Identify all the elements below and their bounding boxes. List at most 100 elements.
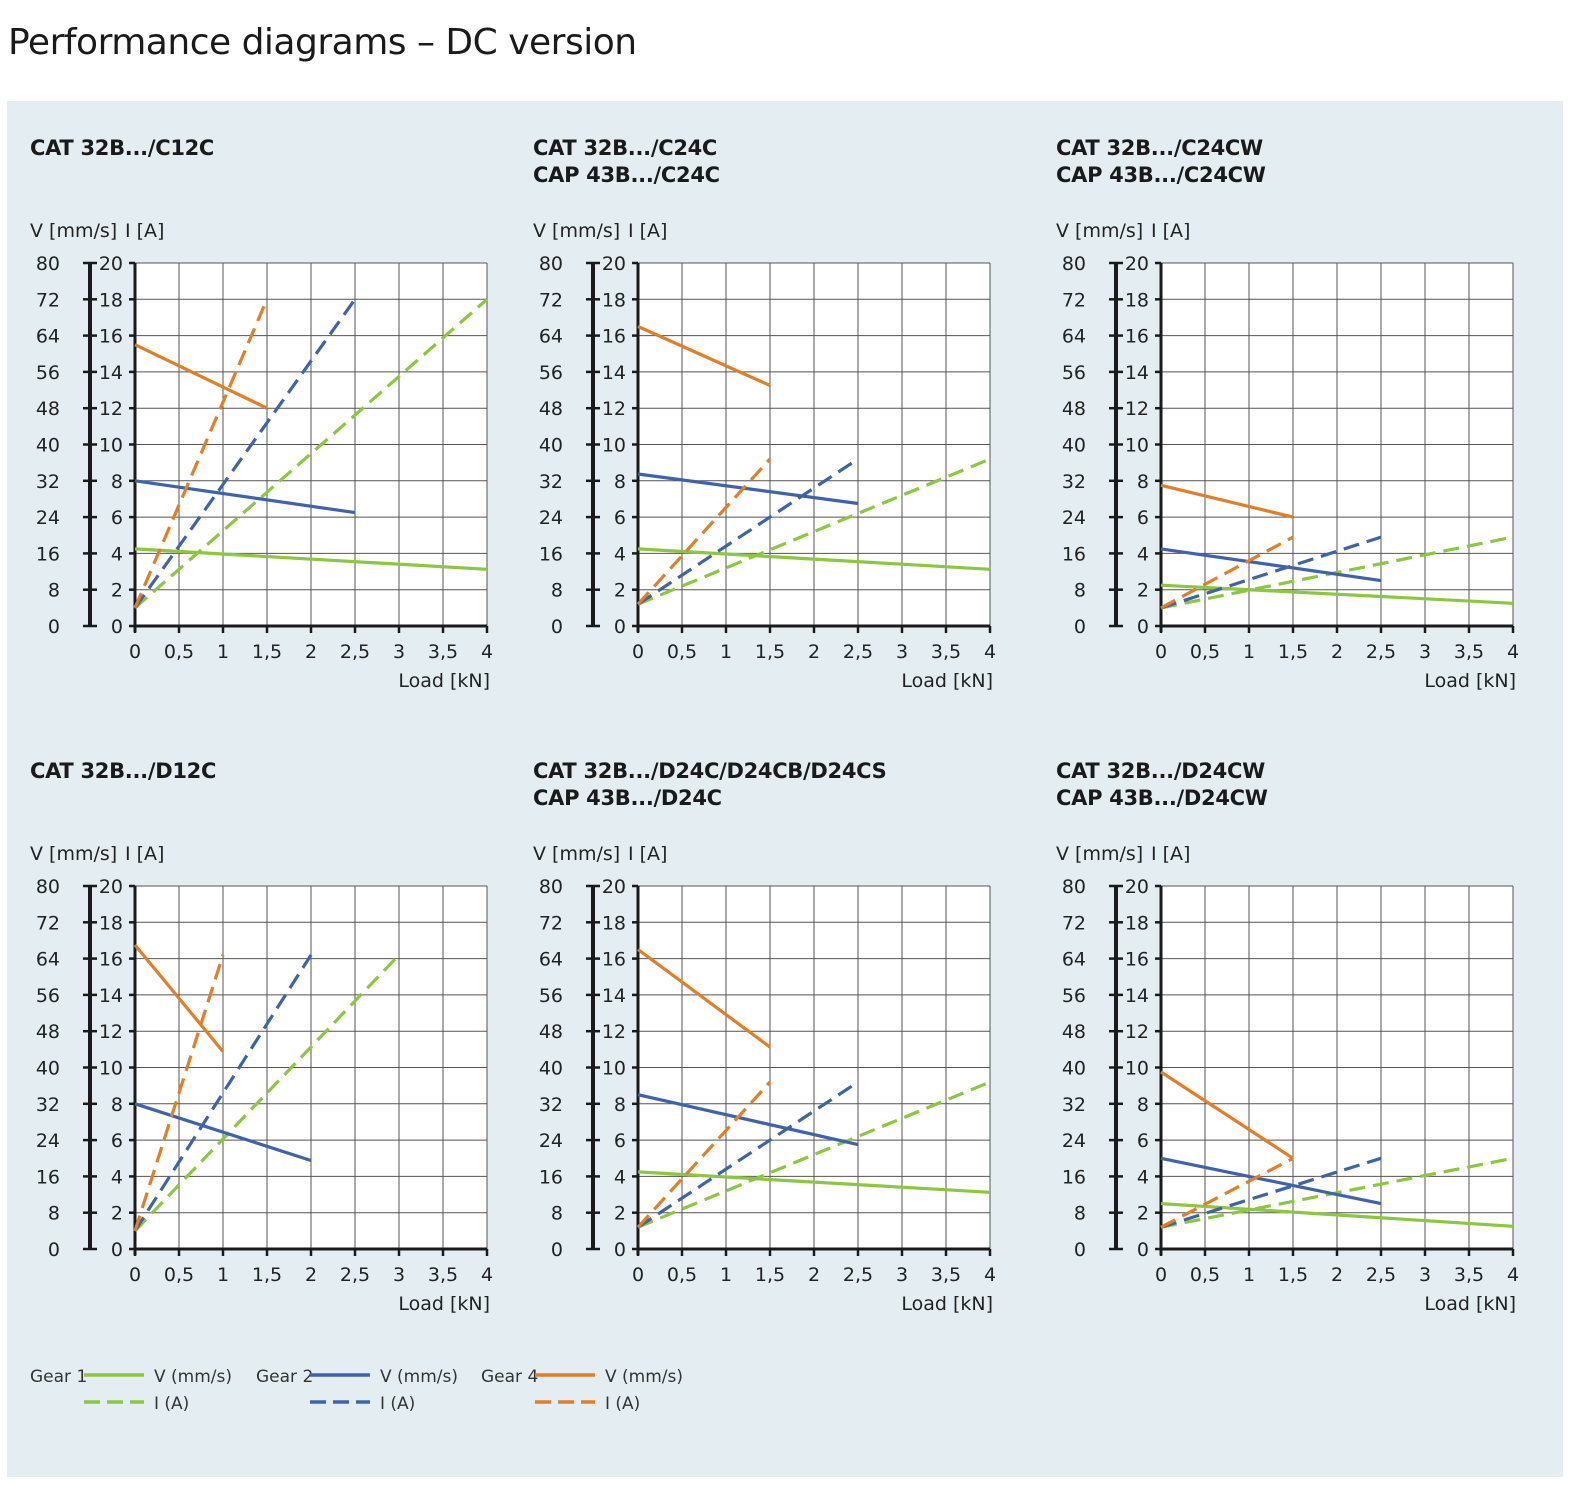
y-left-tick-label: 80 xyxy=(36,876,60,898)
y-left-tick-label: 16 xyxy=(1062,543,1086,565)
y-right-tick-label: 6 xyxy=(614,507,626,529)
x-tick-label: 3 xyxy=(1419,1264,1431,1286)
legend: Gear 1 V (mm/s) I (A) Gear 2 V (mm/s) I (A) Ge… xyxy=(30,1362,730,1422)
y-left-tick-label: 8 xyxy=(1074,580,1086,602)
x-axis-label: Load [kN] xyxy=(398,670,490,692)
series-line-gear2-speed xyxy=(637,1093,859,1147)
y-left-tick-label: 64 xyxy=(36,326,60,348)
x-tick-label: 4 xyxy=(1507,1264,1519,1286)
series-line-gear2-speed xyxy=(637,472,859,506)
y-right-axis-label: I [A] xyxy=(1151,220,1190,242)
x-axis-label: Load [kN] xyxy=(398,1293,490,1315)
y-right-tick-label: 2 xyxy=(1137,1203,1149,1225)
chart-c24cw: CAT 32B.../C24CW CAP 43B.../C24CW V [mm/s]… xyxy=(1056,125,1556,695)
y-right-tick-label: 6 xyxy=(111,507,123,529)
legend-i-label: I (A) xyxy=(605,1394,640,1414)
y-right-tick-label: 12 xyxy=(602,1021,626,1043)
y-right-axis-label: I [A] xyxy=(125,843,164,865)
y-left-tick-label: 0 xyxy=(1074,1239,1086,1261)
chart-title: CAT 32B.../D24CW xyxy=(1056,759,1265,783)
y-right-tick-label: 10 xyxy=(602,1058,626,1080)
y-left-tick-label: 56 xyxy=(36,362,60,384)
series-line-gear1-current xyxy=(1160,1156,1514,1229)
legend-v-label: V (mm/s) xyxy=(380,1367,458,1387)
chart-c24c: CAT 32B.../C24C CAP 43B.../C24C V [mm/s] I … xyxy=(533,125,1033,695)
y-right-tick-label: 10 xyxy=(99,435,123,457)
x-tick-label: 2 xyxy=(305,1264,317,1286)
series-line-gear1-current xyxy=(1160,535,1514,610)
x-tick-label: 1,5 xyxy=(252,1264,282,1286)
legend-gear-label: Gear 4 xyxy=(481,1367,538,1387)
y-right-tick-label: 18 xyxy=(99,912,123,934)
legend-svg: Gear 1 V (mm/s) I (A) Gear 2 V (mm/s) I (A) Ge… xyxy=(30,1367,683,1414)
y-right-tick-label: 2 xyxy=(614,1203,626,1225)
y-right-tick-label: 8 xyxy=(614,471,626,493)
y-left-tick-label: 72 xyxy=(1062,912,1086,934)
y-left-tick-label: 16 xyxy=(36,1166,60,1188)
series-line-gear1-current xyxy=(133,298,489,610)
y-right-tick-label: 20 xyxy=(602,253,626,275)
chart-d24cw: CAT 32B.../D24CW CAP 43B.../D24CW V [mm/s]… xyxy=(1056,748,1556,1318)
series-line-gear4-speed xyxy=(1160,483,1294,519)
y-left-tick-label: 40 xyxy=(36,1058,60,1080)
y-right-tick-label: 18 xyxy=(99,289,123,311)
chart-d12c: CAT 32B.../D12C V [mm/s] I [A] 0 0 8 2 16 4 24 6 32… xyxy=(30,748,530,1318)
series-line-gear2-current xyxy=(637,1080,859,1229)
y-left-tick-label: 56 xyxy=(1062,985,1086,1007)
y-left-axis-label: V [mm/s] xyxy=(30,220,117,242)
y-left-tick-label: 64 xyxy=(539,326,563,348)
series-line-gear4-current xyxy=(133,298,269,609)
y-right-tick-label: 4 xyxy=(1137,543,1149,565)
x-tick-label: 3 xyxy=(896,641,908,663)
y-left-tick-label: 8 xyxy=(551,1203,563,1225)
chart-title: CAP 43B.../D24CW xyxy=(1056,786,1268,810)
series-line-gear4-current xyxy=(1160,1156,1294,1229)
y-left-tick-label: 64 xyxy=(1062,326,1086,348)
y-left-tick-label: 32 xyxy=(539,1094,563,1116)
y-right-tick-label: 6 xyxy=(1137,507,1149,529)
y-left-tick-label: 32 xyxy=(1062,1094,1086,1116)
y-left-tick-label: 56 xyxy=(36,985,60,1007)
x-tick-label: 1,5 xyxy=(1278,641,1308,663)
x-tick-label: 1 xyxy=(720,641,732,663)
y-left-tick-label: 0 xyxy=(551,1239,563,1261)
y-right-tick-label: 14 xyxy=(99,362,123,384)
y-right-tick-label: 8 xyxy=(111,471,123,493)
x-tick-label: 0,5 xyxy=(164,1264,194,1286)
y-right-tick-label: 2 xyxy=(111,1203,123,1225)
x-tick-label: 3,5 xyxy=(428,641,458,663)
x-tick-label: 0 xyxy=(632,1264,644,1286)
y-right-tick-label: 16 xyxy=(1125,326,1149,348)
chart-title: CAT 32B.../D12C xyxy=(30,759,216,783)
y-right-tick-label: 14 xyxy=(1125,362,1149,384)
y-right-tick-label: 20 xyxy=(1125,876,1149,898)
y-right-tick-label: 8 xyxy=(1137,1094,1149,1116)
series-line-gear1-current xyxy=(133,953,401,1233)
x-axis-label: Load [kN] xyxy=(1424,1293,1516,1315)
y-right-tick-label: 2 xyxy=(1137,580,1149,602)
y-left-tick-label: 48 xyxy=(539,1021,563,1043)
y-left-tick-label: 80 xyxy=(539,253,563,275)
chart-title: CAP 43B.../C24CW xyxy=(1056,163,1266,187)
y-right-tick-label: 10 xyxy=(1125,435,1149,457)
x-tick-label: 4 xyxy=(984,641,996,663)
x-tick-label: 3 xyxy=(896,1264,908,1286)
y-left-tick-label: 80 xyxy=(1062,876,1086,898)
series-line-gear1-current xyxy=(637,457,991,606)
y-left-tick-label: 8 xyxy=(551,580,563,602)
y-right-tick-label: 18 xyxy=(1125,289,1149,311)
series-line-gear4-speed xyxy=(1160,1070,1294,1160)
series-line-gear2-current xyxy=(133,298,357,609)
y-right-tick-label: 0 xyxy=(111,616,123,638)
y-left-tick-label: 72 xyxy=(1062,289,1086,311)
series-line-gear1-speed xyxy=(134,547,488,571)
y-left-tick-label: 0 xyxy=(48,616,60,638)
x-tick-label: 1,5 xyxy=(755,1264,785,1286)
series-line-gear1-speed xyxy=(637,1170,991,1194)
y-right-tick-label: 2 xyxy=(614,580,626,602)
y-left-tick-label: 24 xyxy=(1062,507,1086,529)
x-tick-label: 0,5 xyxy=(164,641,194,663)
y-right-tick-label: 16 xyxy=(602,949,626,971)
y-right-tick-label: 4 xyxy=(614,1166,626,1188)
x-tick-label: 1 xyxy=(1243,1264,1255,1286)
